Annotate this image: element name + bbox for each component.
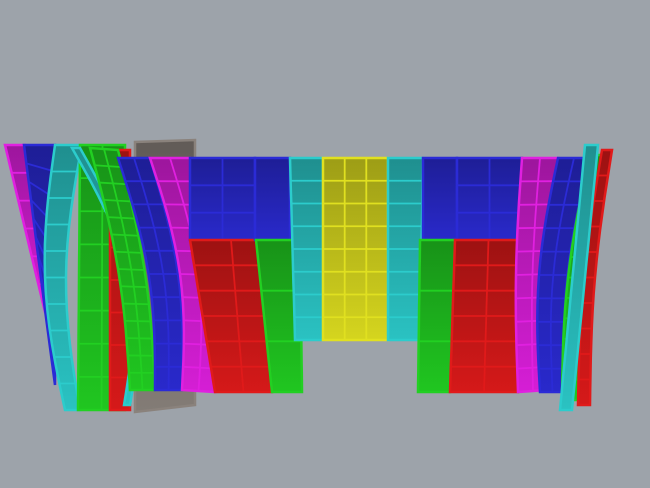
panel-grid-line <box>117 268 145 271</box>
blue-panel-3[interactable] <box>421 156 459 242</box>
panel-grid-line <box>103 198 131 203</box>
panel-grid-line <box>26 162 56 173</box>
facade-panels <box>3 138 614 414</box>
panel-grid-line <box>122 302 150 306</box>
panel-grid-line <box>94 164 123 169</box>
panel-grid-line <box>120 285 147 289</box>
panel-grid-line <box>111 233 139 237</box>
cyan-panel-right[interactable] <box>558 143 600 412</box>
panel-grid-line <box>114 250 142 254</box>
panel-grid-line <box>124 319 151 323</box>
green-panel-2[interactable] <box>416 238 457 394</box>
panel-grid-line <box>107 216 135 220</box>
panel-grid-line <box>99 181 127 186</box>
blue-panel-2[interactable] <box>253 156 292 242</box>
